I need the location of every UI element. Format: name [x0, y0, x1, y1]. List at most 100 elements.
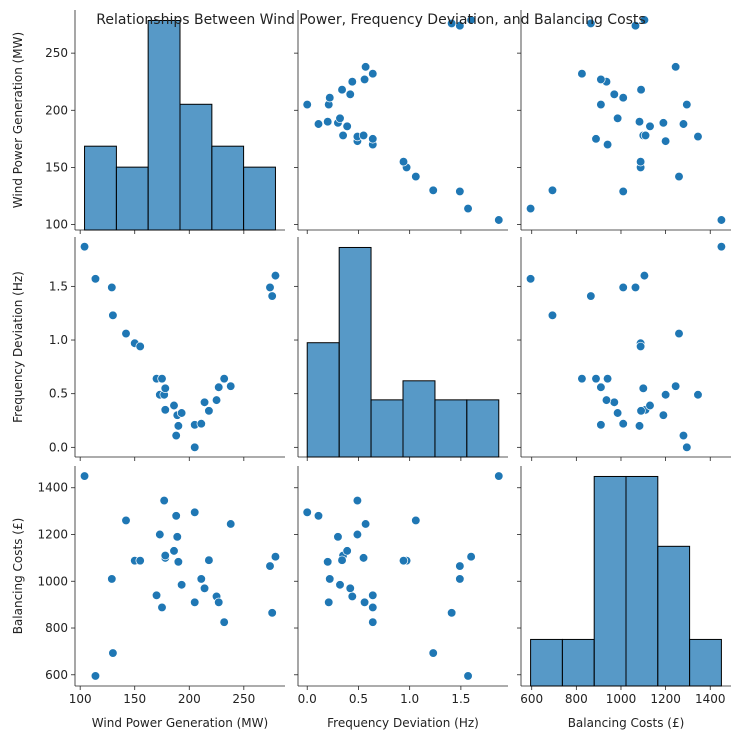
scatter-point [547, 310, 558, 320]
scatter-point [325, 93, 335, 103]
scatter-point [577, 69, 587, 79]
x-tick-label: 100 [69, 692, 92, 706]
scatter-point [108, 648, 118, 658]
y-axis-label: Balancing Costs (£) [11, 518, 25, 635]
scatter-point [214, 597, 224, 607]
scatter-point [323, 557, 333, 567]
scatter-point [199, 583, 210, 593]
scatter-point [107, 282, 117, 293]
scatter-point [634, 421, 645, 431]
y-tick-label: 1200 [37, 528, 68, 542]
scatter-point [368, 134, 378, 144]
scatter-point [671, 381, 681, 391]
histogram-bar [84, 145, 117, 231]
scatter-point [121, 515, 131, 526]
scatter-point [609, 89, 619, 99]
scatter-point [360, 62, 371, 72]
x-tick-label: 1200 [650, 692, 681, 706]
histogram-bar [530, 638, 563, 687]
x-tick-label: 250 [232, 692, 255, 706]
scatter-point [302, 507, 312, 517]
x-axis-label: Wind Power Generation (MW) [92, 716, 268, 730]
y-tick-label: 1.5 [49, 279, 68, 293]
scatter-point [658, 410, 669, 420]
scatter-point [219, 374, 229, 384]
scatter-point [190, 507, 200, 517]
scatter-point [645, 400, 655, 411]
y-axis-label: Wind Power Generation (MW) [11, 32, 25, 208]
scatter-point [494, 471, 504, 481]
scatter-point [347, 591, 357, 602]
scatter-point [352, 529, 363, 540]
scatter-point [169, 400, 179, 411]
scatter-point [135, 341, 145, 352]
scatter-point [196, 574, 206, 584]
scatter-point [270, 270, 281, 281]
scatter-point [159, 495, 169, 506]
scatter-point [226, 519, 236, 529]
scatter-point [547, 185, 558, 195]
scatter-point [398, 157, 409, 167]
scatter-point [466, 15, 476, 25]
scatter-point [602, 374, 613, 384]
scatter-point [455, 574, 465, 584]
scatter-point [586, 291, 596, 301]
scatter-point [211, 395, 222, 405]
scatter-point [342, 121, 352, 131]
scatter-point [368, 69, 378, 79]
scatter-point [265, 561, 275, 571]
scatter-point [428, 648, 438, 658]
scatter-point [173, 421, 184, 431]
scatter-point [634, 117, 645, 127]
x-tick-label: 200 [178, 692, 201, 706]
scatter-point [596, 99, 606, 110]
scatter-point [135, 556, 145, 566]
scatter-point [359, 597, 370, 607]
scatter-point [199, 397, 210, 407]
scatter-point [682, 442, 692, 452]
scatter-point [90, 274, 101, 284]
scatter-point [342, 546, 352, 556]
scatter-point [618, 419, 628, 429]
scatter-point [639, 270, 650, 281]
scatter-point [455, 561, 465, 571]
scatter-point [678, 119, 689, 129]
scatter-point [658, 118, 669, 128]
scatter-point [635, 157, 646, 167]
scatter-point [636, 85, 646, 95]
scatter-point [204, 406, 214, 416]
scatter-point [358, 553, 369, 563]
scatter-point [716, 215, 727, 225]
scatter-point [335, 580, 345, 590]
scatter-point [214, 382, 224, 392]
scatter-point [157, 374, 167, 384]
scatter-point [612, 408, 623, 418]
scatter-point [173, 557, 184, 567]
y-tick-label: 150 [45, 160, 68, 174]
scatter-point [463, 203, 473, 214]
chart-title: Relationships Between Wind Power, Freque… [96, 12, 645, 28]
x-tick-label: 1.5 [451, 692, 470, 706]
scatter-point [638, 383, 648, 393]
scatter-point [333, 532, 343, 542]
y-tick-label: 100 [45, 218, 68, 232]
scatter-point [358, 130, 369, 141]
y-tick-label: 1400 [37, 481, 68, 495]
scatter-point [190, 597, 200, 607]
scatter-point [636, 406, 646, 416]
scatter-point [455, 186, 465, 197]
scatter-point [660, 390, 671, 400]
x-tick-label: 600 [520, 692, 543, 706]
scatter-point [596, 420, 606, 430]
scatter-point [428, 185, 438, 195]
scatter-point [79, 242, 90, 252]
y-tick-label: 600 [45, 668, 68, 682]
scatter-point [618, 93, 628, 103]
scatter-point [121, 328, 131, 339]
scatter-point [596, 74, 606, 85]
scatter-point [586, 18, 596, 29]
scatter-point [630, 282, 641, 293]
x-axis-label: Balancing Costs (£) [568, 716, 685, 730]
x-tick-label: 0.0 [298, 692, 317, 706]
scatter-point [591, 374, 601, 384]
